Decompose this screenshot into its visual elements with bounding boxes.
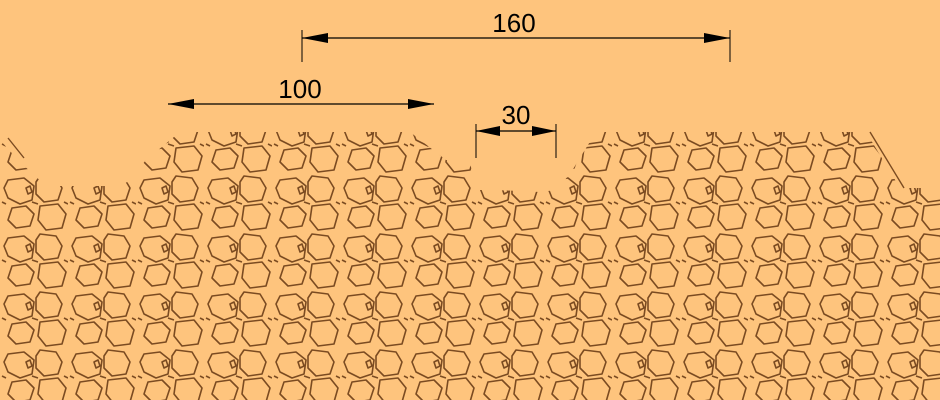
dimension-label-overall: 160	[492, 8, 535, 38]
arrow-right-icon	[408, 99, 434, 109]
dimension-label-gap: 30	[502, 100, 531, 130]
gravel-body	[0, 132, 940, 400]
arrow-left-icon	[302, 33, 328, 43]
dimension-gap-width: 30	[475, 100, 557, 158]
arrow-right-icon	[704, 33, 730, 43]
dimension-label-profile: 100	[278, 74, 321, 104]
dimension-profile-width: 100	[168, 74, 434, 109]
arrow-left-icon	[476, 126, 500, 136]
arrow-right-icon	[532, 126, 556, 136]
arrow-left-icon	[168, 99, 194, 109]
dimension-overall-span: 160	[301, 8, 731, 62]
profile-edge	[7, 131, 905, 189]
